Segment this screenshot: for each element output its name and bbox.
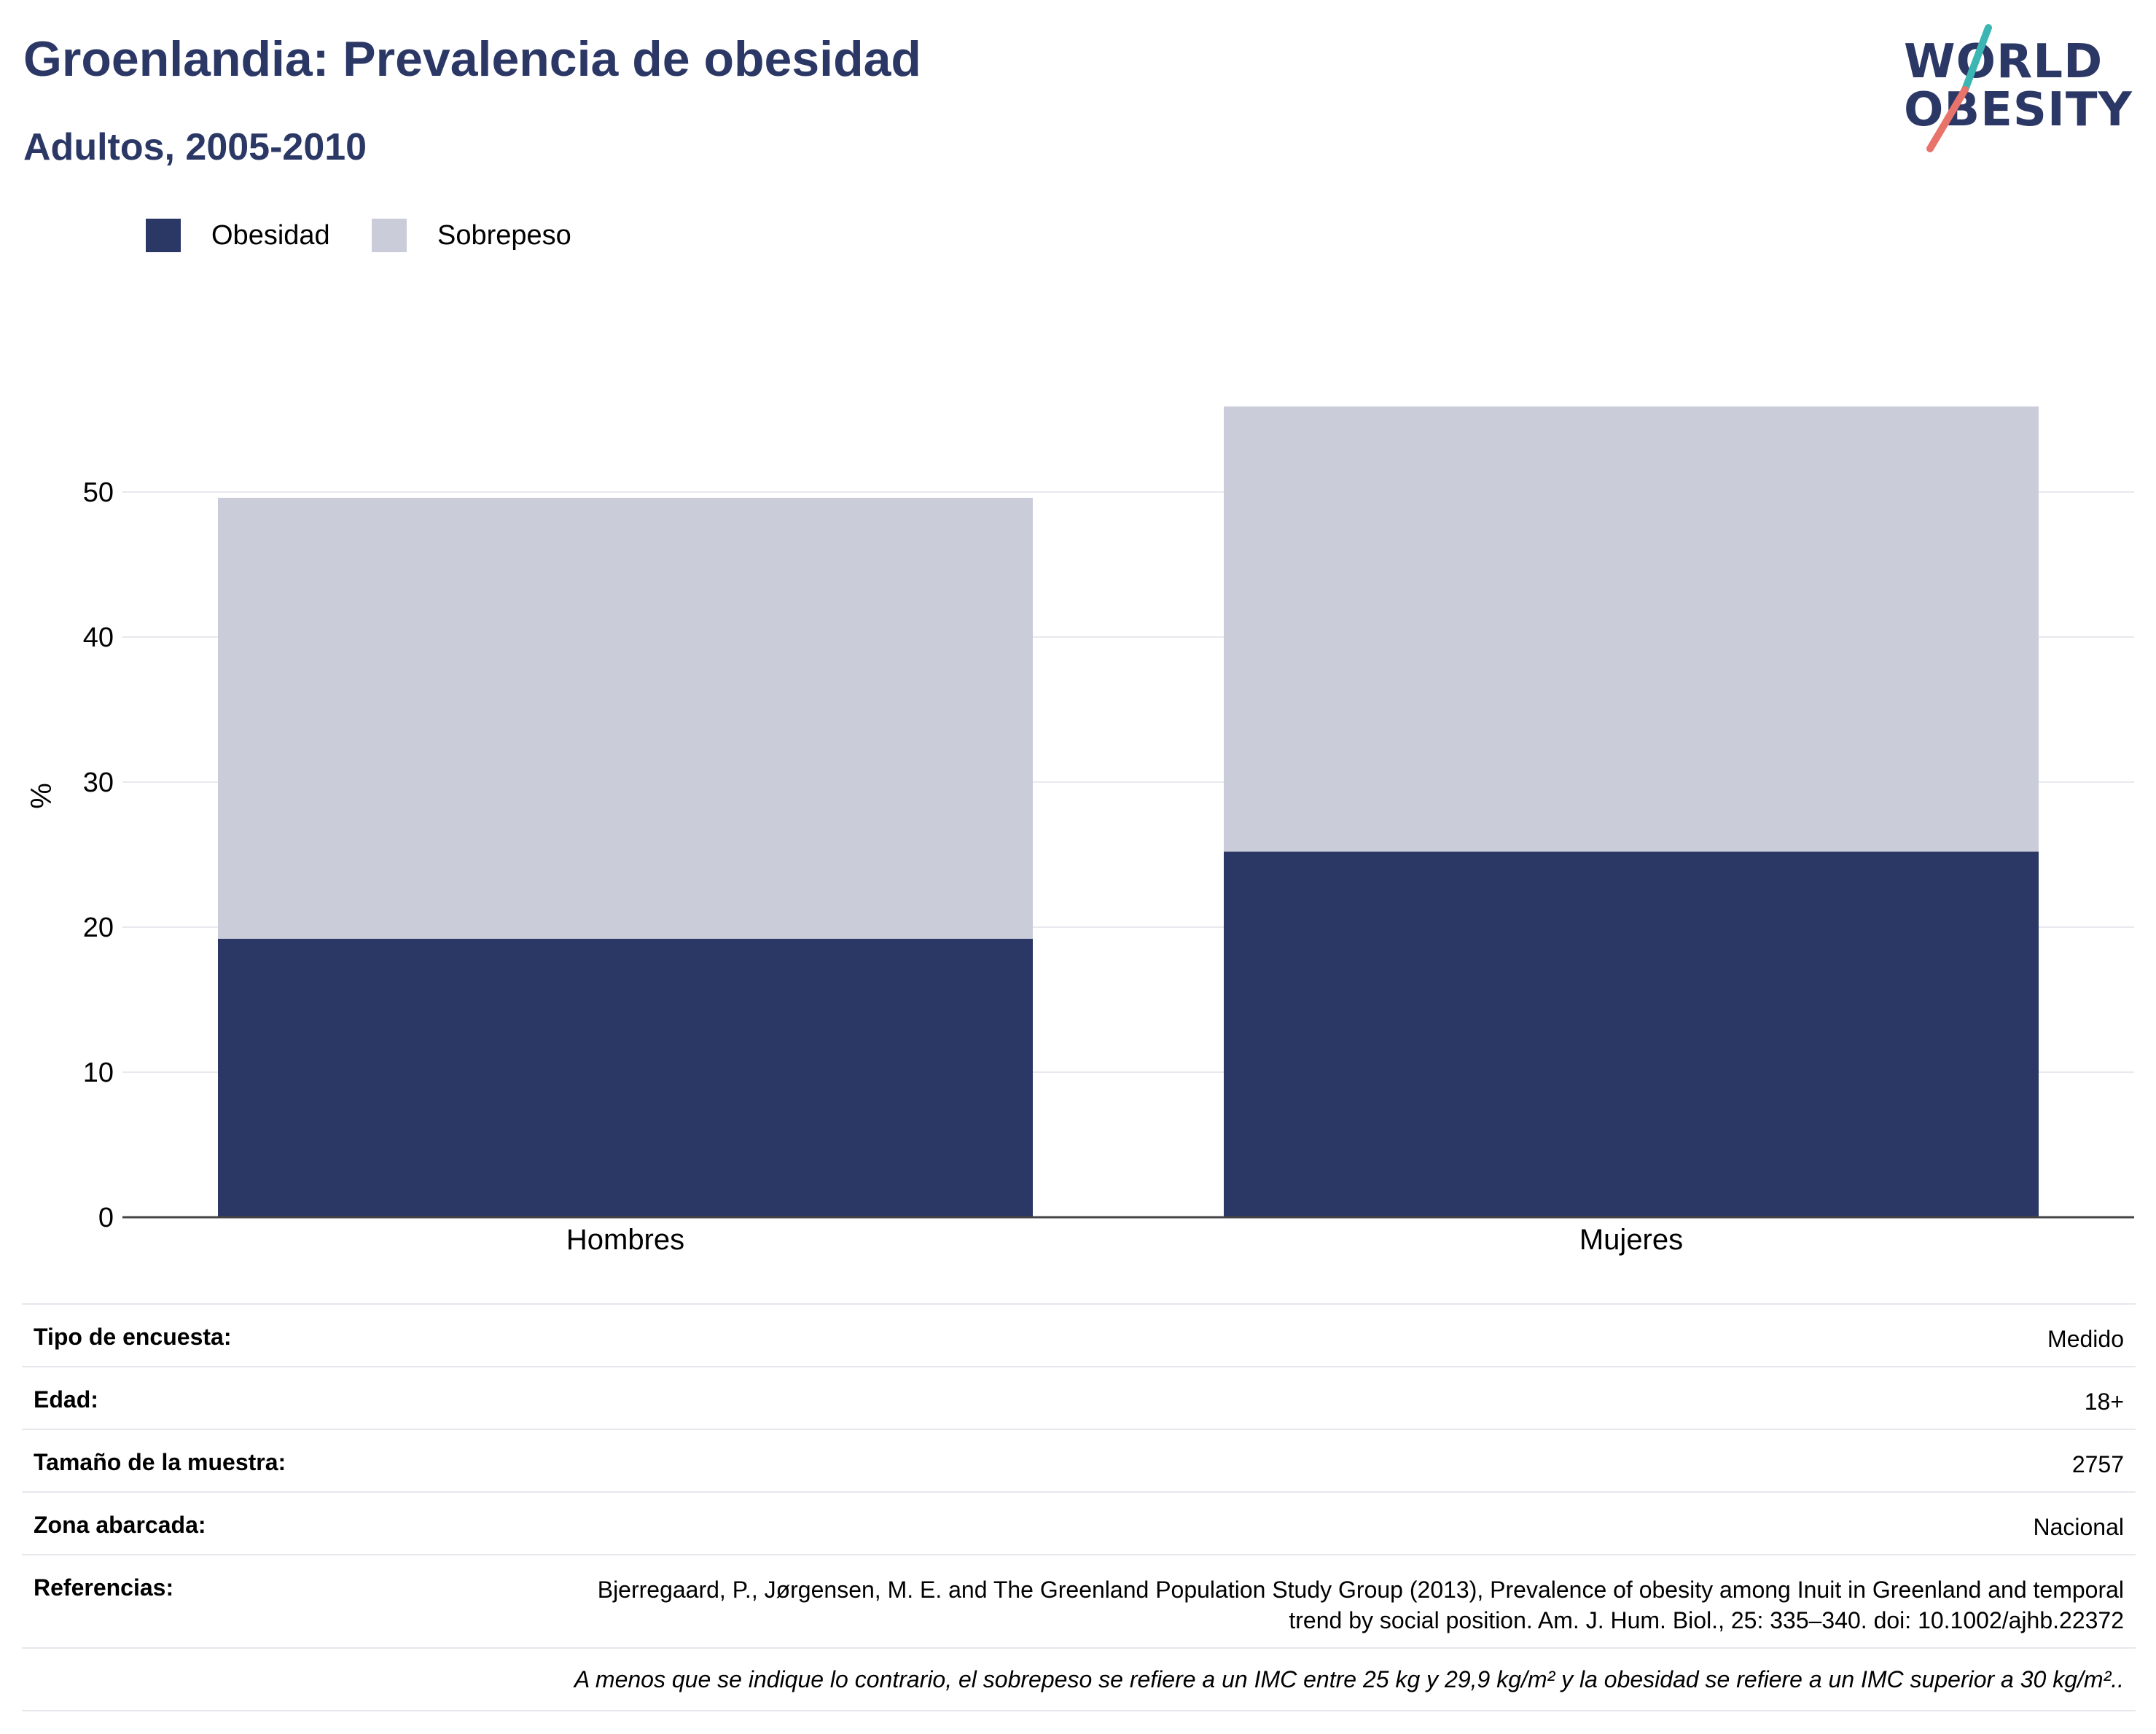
chart-title: Groenlandia: Prevalencia de obesidad <box>23 31 921 87</box>
y-tick-label: 20 <box>83 913 114 943</box>
bar-obesidad-mujeres <box>1224 851 2039 1217</box>
info-key: Tamaño de la muestra: <box>34 1449 286 1475</box>
info-key: Edad: <box>34 1386 98 1413</box>
x-category-label: Mujeres <box>1579 1224 1683 1256</box>
chart-subtitle: Adultos, 2005-2010 <box>23 126 367 168</box>
y-tick-label: 10 <box>83 1058 114 1088</box>
stacked-bar-chart: 0 10 20 30 40 50 Hombres Mujeres% <box>26 406 2134 1256</box>
footnote: A menos que se indique lo contrario, el … <box>574 1666 2124 1692</box>
legend-swatch <box>372 219 407 252</box>
y-axis-label: % <box>26 783 58 809</box>
legend-label: Sobrepeso <box>437 220 571 251</box>
y-tick-label: 0 <box>98 1203 114 1233</box>
y-tick-label: 50 <box>83 477 114 508</box>
y-tick-label: 30 <box>83 768 114 798</box>
info-key: Tipo de encuesta: <box>34 1324 232 1350</box>
info-row: Referencias: Bjerregaard, P., Jørgensen, … <box>22 1554 2136 1647</box>
info-value: Medido <box>2047 1326 2124 1352</box>
info-key: Referencias: <box>34 1574 174 1601</box>
info-value: 2757 <box>2071 1451 2124 1477</box>
bar-sobrepeso-mujeres <box>1224 406 2039 852</box>
legend-label: Obesidad <box>211 220 330 251</box>
logo-line-1: WORLD <box>1904 35 2104 89</box>
info-row: Zona abarcada: Nacional <box>22 1491 2136 1554</box>
info-row: Edad: 18+ <box>22 1366 2136 1429</box>
world-obesity-logo: WORLD OBESITY <box>1895 20 2143 159</box>
legend-swatch <box>146 219 181 252</box>
footnote-row: A menos que se indique lo contrario, el … <box>22 1647 2136 1711</box>
info-key: Zona abarcada: <box>34 1512 206 1538</box>
x-category-label: Hombres <box>566 1224 684 1256</box>
info-value: 18+ <box>2084 1389 2124 1415</box>
bar-sobrepeso-hombres <box>218 497 1033 939</box>
y-tick-label: 40 <box>83 622 114 653</box>
info-row: Tipo de encuesta: Medido <box>22 1303 2136 1366</box>
info-value: Bjerregaard, P., Jørgensen, M. E. and Th… <box>597 1577 2124 1633</box>
logo-slash-icon <box>1926 24 1992 152</box>
info-row: Tamaño de la muestra: 2757 <box>22 1429 2136 1491</box>
info-value: Nacional <box>2033 1514 2124 1540</box>
survey-info-table: Tipo de encuesta: Medido Edad: 18+ Tamaño de… <box>22 1303 2136 1711</box>
bar-obesidad-hombres <box>218 938 1033 1217</box>
